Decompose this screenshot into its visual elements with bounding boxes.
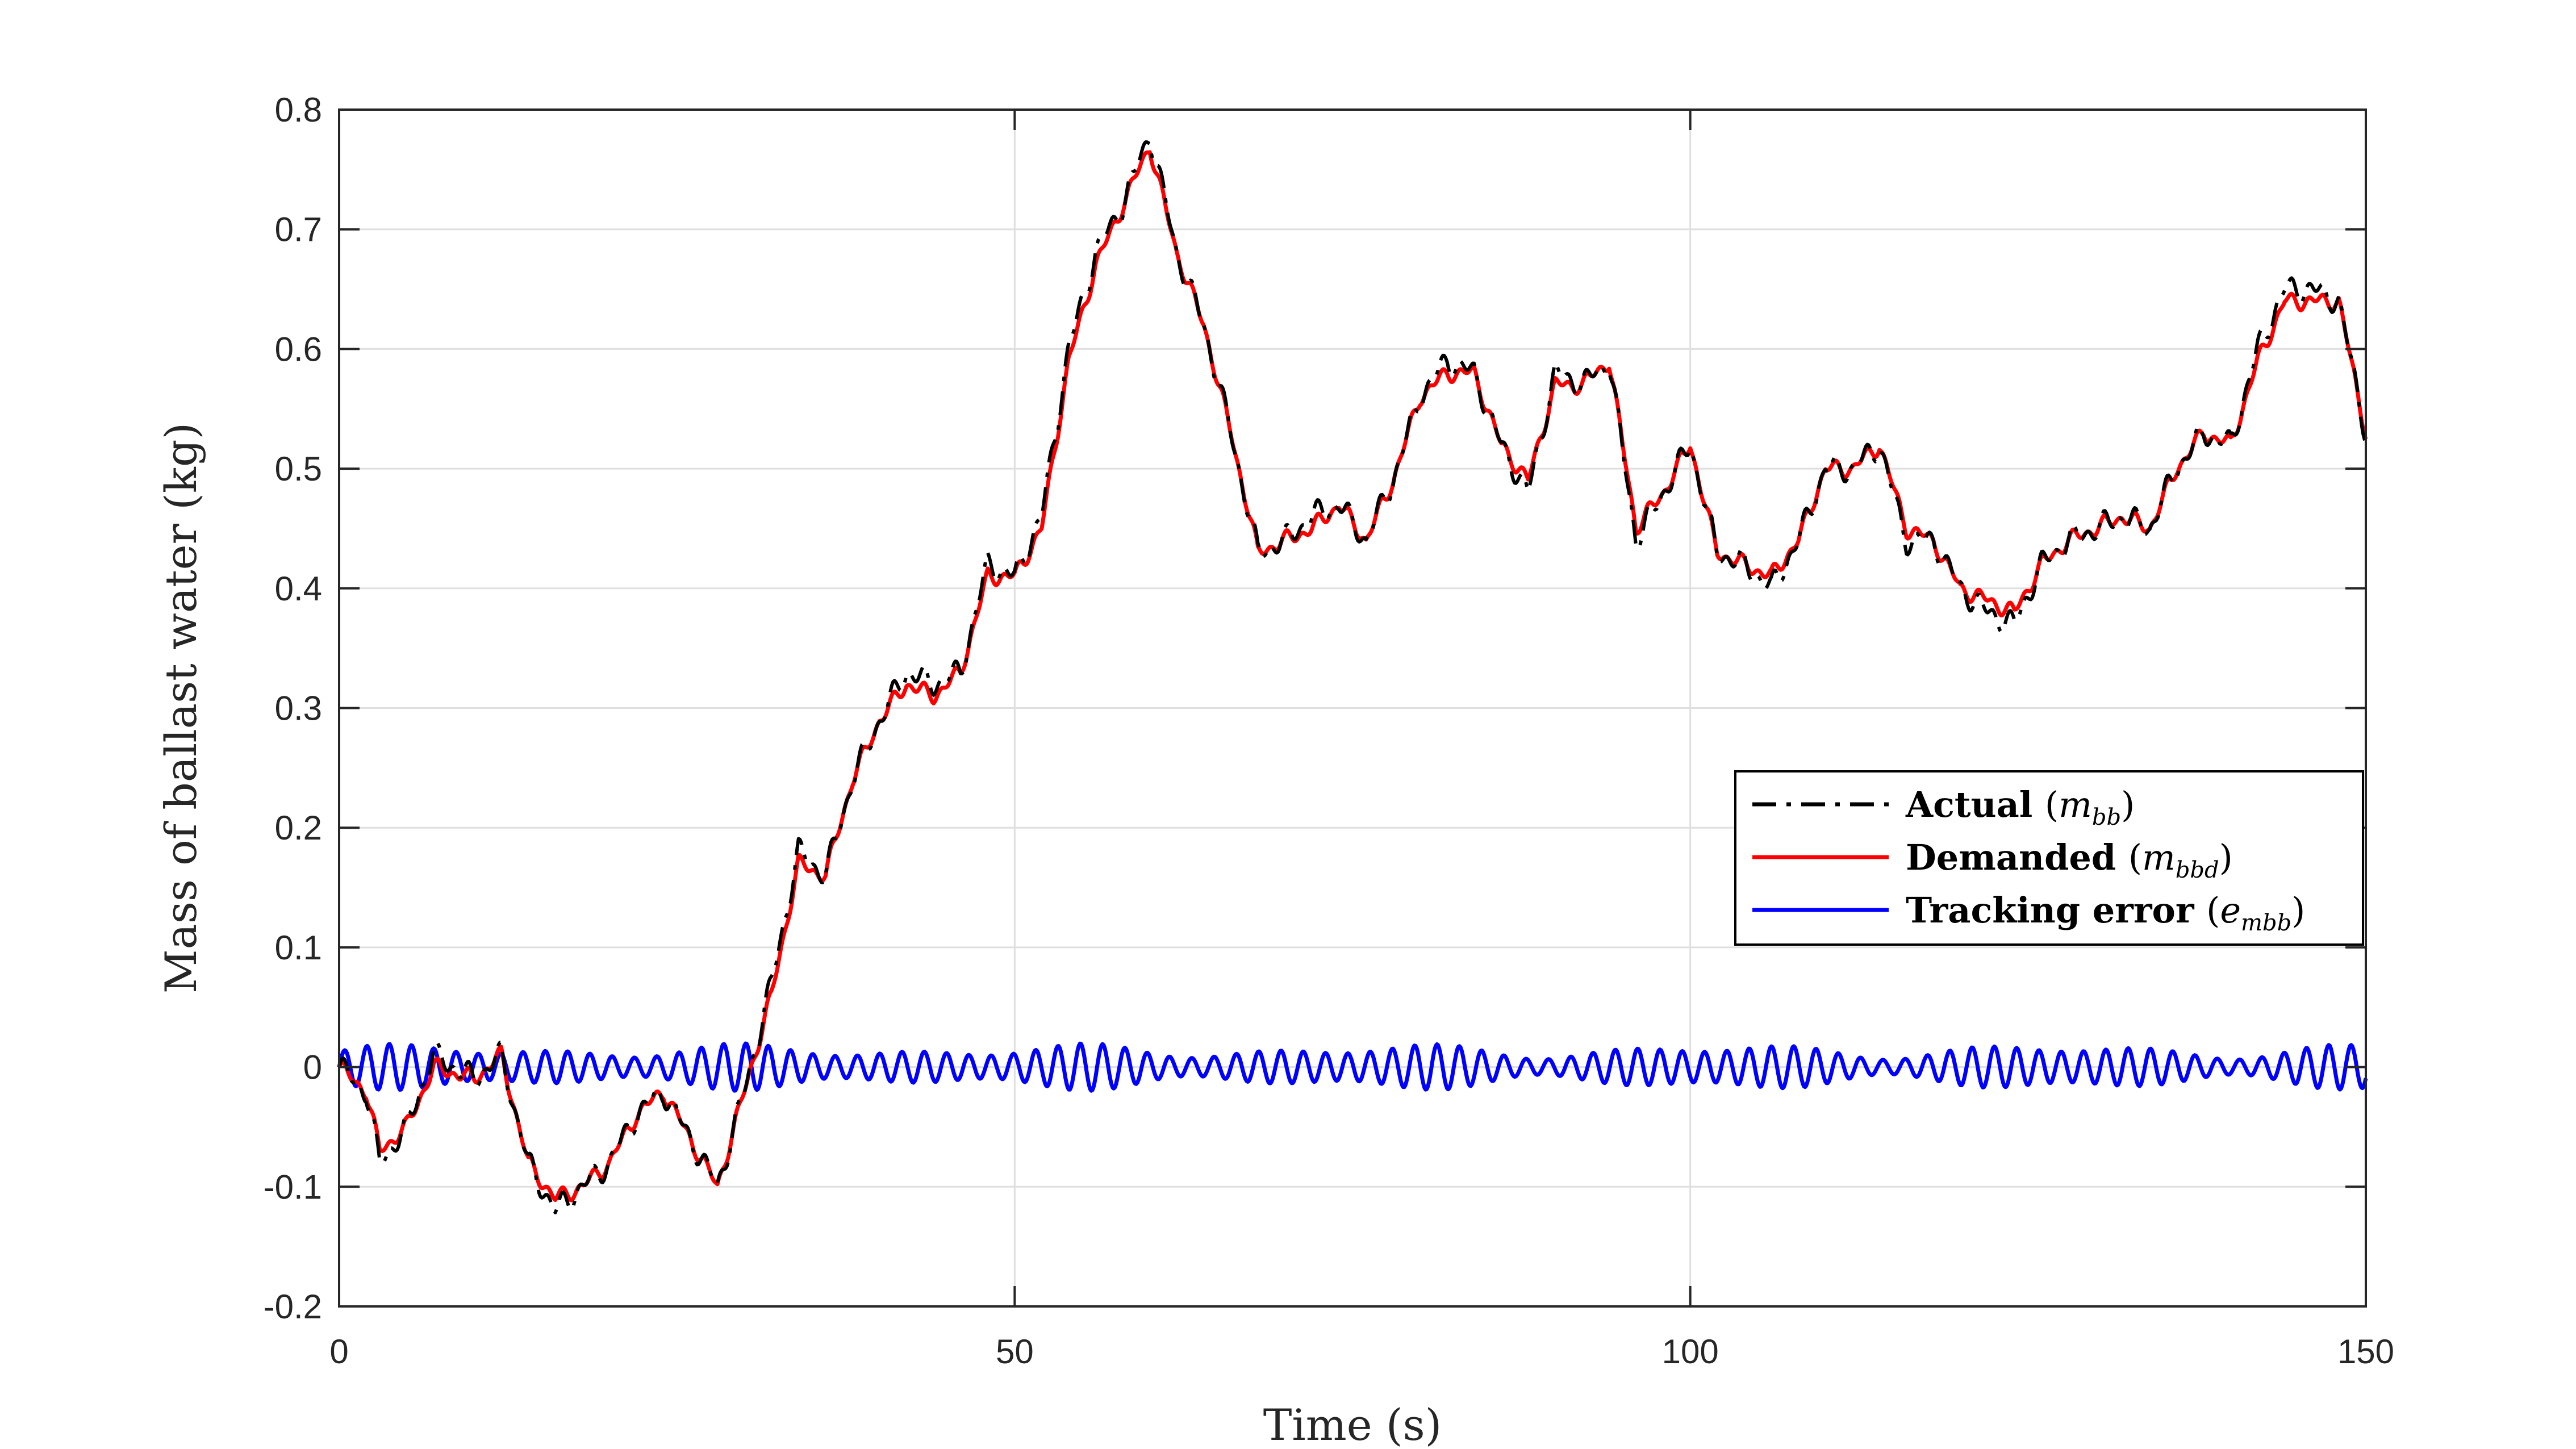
y-tick-label: 0.5 — [275, 450, 322, 488]
legend-entry-name: Tracking error — [1906, 890, 2206, 931]
series-layer — [337, 140, 2368, 1214]
legend-symbol: m — [2059, 784, 2092, 825]
legend: Actual (mbb)Demanded (mbbd)Tracking erro… — [1734, 770, 2364, 946]
y-tick-label: 0.7 — [275, 211, 322, 249]
legend-paren-close: ) — [2291, 890, 2305, 931]
y-tick-label: 0.1 — [275, 929, 322, 967]
ticks: 0 50 100 150 -0.2 -0.1 0 0.1 0.2 0.3 0.4 0.5 0.6 0.7 0… — [264, 91, 2394, 1371]
x-tick-label: 50 — [996, 1333, 1034, 1371]
y-tick-label: 0.2 — [275, 809, 322, 847]
legend-paren-open: ( — [2045, 784, 2059, 825]
legend-paren-close: ) — [2121, 784, 2135, 825]
legend-symbol: m — [2142, 837, 2176, 878]
y-tick-label: 0.3 — [275, 690, 322, 728]
x-tick-label: 100 — [1662, 1333, 1719, 1371]
legend-entry-tracking-error: Tracking error (embb) — [1906, 890, 2305, 936]
legend-paren-open: ( — [2206, 890, 2220, 931]
legend-paren-close: ) — [2219, 837, 2233, 878]
legend-subscript: bbd — [2176, 857, 2219, 883]
legend-entry-name: Demanded — [1906, 837, 2128, 878]
x-tick-label: 150 — [2337, 1333, 2394, 1371]
y-axis-label: Mass of ballast water (kg) — [156, 423, 206, 993]
series-line-actual — [337, 140, 2368, 1214]
y-tick-label: 0 — [303, 1049, 322, 1087]
x-axis-label: Time (s) — [1263, 1400, 1442, 1449]
legend-paren-open: ( — [2128, 837, 2142, 878]
y-tick-label: 0.4 — [275, 570, 322, 608]
y-tick-label: -0.2 — [264, 1288, 322, 1326]
legend-entry-actual: Actual (mbb) — [1905, 784, 2135, 830]
y-tick-label: 0.8 — [275, 91, 322, 129]
legend-subscript: mbb — [2241, 910, 2291, 936]
y-tick-label: 0.6 — [275, 330, 322, 368]
x-tick-label: 0 — [329, 1333, 348, 1371]
legend-entry-demanded: Demanded (mbbd) — [1906, 837, 2233, 883]
series-line-tracking-error — [337, 1041, 2368, 1093]
legend-entry-name: Actual — [1905, 784, 2045, 825]
legend-subscript: bb — [2092, 804, 2121, 830]
y-tick-label: -0.1 — [264, 1168, 322, 1206]
legend-symbol: e — [2220, 890, 2241, 931]
